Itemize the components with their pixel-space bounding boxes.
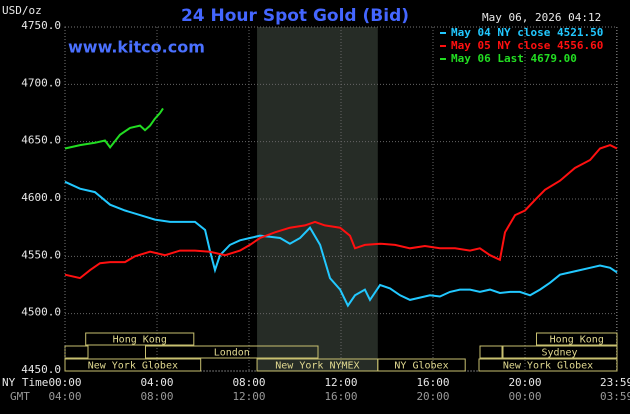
price-line [64, 107, 164, 150]
x2-tick-label: 12:00 [232, 390, 265, 403]
y-tick-label: 4450.0 [21, 363, 61, 376]
legend-label: May 04 NY close 4521.50 [451, 26, 603, 39]
x2-tick-label: 16:00 [324, 390, 357, 403]
session-box [478, 358, 618, 372]
session-box [501, 345, 618, 359]
y-tick-label: 4500.0 [21, 306, 61, 319]
legend-label: May 06 Last 4679.00 [451, 52, 577, 65]
legend-label: May 05 NY close 4556.60 [451, 39, 603, 52]
session-box [145, 345, 319, 359]
x-tick-label: 00:00 [48, 376, 81, 389]
session-box [377, 358, 466, 372]
session-label: New York NYMEX [275, 361, 359, 372]
session-label: Hong Kong [113, 335, 167, 346]
y-tick-label: 4750.0 [21, 19, 61, 32]
session-label: NY Globex [394, 361, 448, 372]
x-tick-label: 04:00 [140, 376, 173, 389]
x-axis-label: NY Time [2, 376, 48, 389]
x2-tick-label: 04:00 [48, 390, 81, 403]
x2-axis-label: GMT [10, 390, 30, 403]
x2-tick-label: 03:59 [600, 390, 630, 403]
y-tick-label: 4650.0 [21, 134, 61, 147]
y-axis-label: USD/oz [2, 4, 42, 17]
plot-border [64, 26, 618, 372]
watermark: www.kitco.com [68, 38, 205, 57]
price-line [64, 144, 618, 280]
session-box [64, 358, 202, 372]
chart-title: 24 Hour Spot Gold (Bid) [181, 6, 409, 26]
session-label: London [214, 348, 250, 359]
session-label: Sydney [541, 348, 577, 359]
x-tick-label: 12:00 [324, 376, 357, 389]
x-tick-label: 23:59 [600, 376, 630, 389]
session-box [85, 332, 195, 346]
x-tick-label: 20:00 [508, 376, 541, 389]
x-tick-label: 08:00 [232, 376, 265, 389]
x2-tick-label: 20:00 [416, 390, 449, 403]
session-label: Hong Kong [550, 335, 604, 346]
session-label: New York Globex [88, 361, 178, 372]
price-line [64, 180, 618, 308]
timestamp: May 06, 2026 04:12 [482, 11, 601, 24]
x-tick-label: 16:00 [416, 376, 449, 389]
session-box [536, 332, 618, 346]
y-tick-label: 4550.0 [21, 248, 61, 261]
session-label: New York Globex [503, 361, 593, 372]
x2-tick-label: 00:00 [508, 390, 541, 403]
session-box [479, 345, 504, 359]
y-tick-label: 4700.0 [21, 76, 61, 89]
x2-tick-label: 08:00 [140, 390, 173, 403]
y-tick-label: 4600.0 [21, 191, 61, 204]
